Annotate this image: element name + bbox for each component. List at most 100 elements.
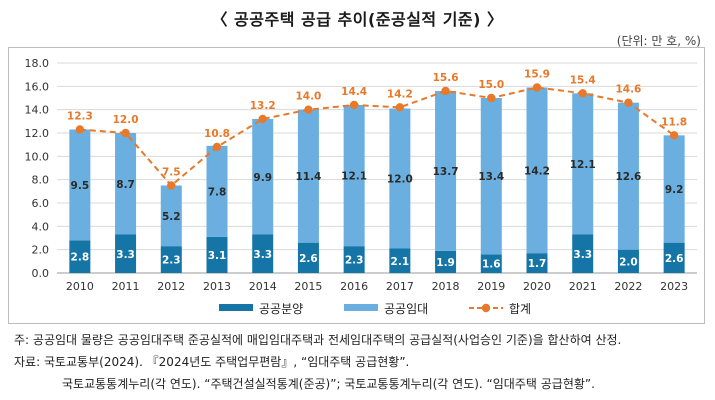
total-point xyxy=(441,86,450,96)
bar-public-sale xyxy=(389,248,411,273)
label-public-rental: 9.9 xyxy=(253,172,272,184)
bar-public-rental xyxy=(389,108,411,249)
legend-swatch xyxy=(219,304,253,311)
label-public-rental: 12.6 xyxy=(615,171,641,183)
y-axis: 0.0 2.0 4.0 6.0 8.0 10.0 12.0 14.0 16.0 18.0 xyxy=(25,57,50,280)
bar-public-rental xyxy=(297,109,319,243)
bar-public-sale xyxy=(435,250,457,273)
y-tick-label: 0.0 xyxy=(32,267,50,280)
label-public-sale: 3.3 xyxy=(573,249,592,261)
label-total: 14.6 xyxy=(615,84,641,96)
note-line: 주: 공공임대 물량은 공공임대주택 준공실적에 매입임대주택과 전세임대주택의… xyxy=(14,333,622,347)
source-line: 자료: 국토교통부(2024). 『2024년도 주택업무편람』, “임대주택 … xyxy=(14,355,410,369)
chart-title: 〈 공공주택 공급 추이(준공실적 기준) 〉 xyxy=(211,10,504,29)
total-point xyxy=(258,114,267,124)
label-total: 12.3 xyxy=(67,111,93,123)
legend-label: 공공분양 xyxy=(259,302,303,316)
label-total: 15.4 xyxy=(570,74,596,86)
total-point xyxy=(75,125,85,134)
x-tick-label: 2020 xyxy=(523,280,551,293)
total-point xyxy=(212,142,222,152)
label-public-sale: 2.3 xyxy=(345,255,364,267)
gridlines xyxy=(57,62,697,274)
label-public-sale: 3.3 xyxy=(253,249,272,261)
label-public-sale: 1.6 xyxy=(482,259,501,271)
label-public-rental: 12.0 xyxy=(387,174,413,186)
y-tick-label: 2.0 xyxy=(32,244,50,257)
label-public-sale: 1.9 xyxy=(436,257,455,269)
label-total: 15.9 xyxy=(524,69,550,81)
label-public-sale: 3.3 xyxy=(116,249,135,261)
x-tick-label: 2017 xyxy=(386,280,414,293)
label-public-rental: 13.7 xyxy=(433,166,459,178)
total-point xyxy=(395,103,405,112)
label-total: 15.6 xyxy=(433,72,459,84)
bar-public-rental xyxy=(343,105,365,247)
x-tick-label: 2018 xyxy=(432,280,460,293)
bar-public-rental xyxy=(435,91,457,251)
label-total: 14.2 xyxy=(387,88,413,100)
y-tick-label: 16.0 xyxy=(25,80,50,93)
legend-public-rental: 공공임대 xyxy=(344,302,428,316)
bar-public-rental xyxy=(526,87,548,254)
bar-public-sale xyxy=(663,242,685,273)
unit-label: (단위: 만 호, %) xyxy=(616,34,701,48)
y-tick-label: 8.0 xyxy=(32,174,50,187)
label-public-rental: 12.1 xyxy=(570,159,596,171)
label-public-rental: 12.1 xyxy=(341,171,367,183)
label-public-rental: 9.5 xyxy=(71,180,90,192)
x-tick-label: 2011 xyxy=(112,280,140,293)
bar-public-sale xyxy=(69,240,91,273)
x-tick-label: 2019 xyxy=(477,280,505,293)
bar-public-sale xyxy=(297,242,319,273)
x-tick-label: 2015 xyxy=(294,280,322,293)
bar-public-rental xyxy=(115,133,137,235)
y-tick-label: 10.0 xyxy=(25,150,50,163)
x-tick-label: 2022 xyxy=(614,280,642,293)
label-total: 11.8 xyxy=(661,116,687,128)
total-point xyxy=(349,100,359,110)
label-public-rental: 14.2 xyxy=(524,165,550,177)
legend: 공공분양 공공임대 합계 xyxy=(219,302,531,316)
total-point xyxy=(532,83,542,92)
bar-public-rental xyxy=(206,145,228,237)
label-public-sale: 3.1 xyxy=(208,250,227,262)
chart-area: 0.0 2.0 4.0 6.0 8.0 10.0 12.0 14.0 16.0 18.0 2.8 9… xyxy=(8,47,705,324)
total-point xyxy=(578,89,587,98)
bar-public-rental xyxy=(252,119,274,235)
bar-public-rental xyxy=(572,93,594,235)
total-point xyxy=(487,93,496,103)
y-tick-label: 6.0 xyxy=(32,197,50,210)
y-tick-label: 4.0 xyxy=(32,220,50,233)
x-tick-label: 2021 xyxy=(569,280,597,293)
x-tick-label: 2023 xyxy=(660,280,688,293)
x-tick-label: 2016 xyxy=(340,280,368,293)
label-public-rental: 8.7 xyxy=(116,179,135,191)
bar-public-sale xyxy=(343,246,365,273)
label-public-sale: 2.1 xyxy=(391,256,410,268)
y-tick-label: 18.0 xyxy=(25,57,50,70)
bar-public-sale xyxy=(526,253,548,273)
bar-public-sale xyxy=(480,254,502,273)
total-point xyxy=(669,131,679,140)
total-line-path xyxy=(79,86,675,187)
legend-label: 합계 xyxy=(509,302,531,316)
bar-public-sale xyxy=(572,234,594,273)
label-total: 14.4 xyxy=(341,86,367,98)
total-point xyxy=(624,98,633,107)
label-public-sale: 2.3 xyxy=(162,255,181,267)
legend-label: 공공임대 xyxy=(384,302,428,316)
label-total: 10.8 xyxy=(204,128,230,140)
total-point xyxy=(304,105,313,114)
label-public-rental: 5.2 xyxy=(162,211,181,223)
label-total: 7.5 xyxy=(162,167,181,179)
legend-swatch-marker xyxy=(481,303,491,313)
bar-public-rental xyxy=(617,102,639,250)
label-public-sale: 2.8 xyxy=(71,252,90,264)
y-tick-label: 14.0 xyxy=(25,104,50,117)
bar-public-rental xyxy=(69,129,91,241)
label-total: 13.2 xyxy=(250,100,276,112)
y-tick-label: 12.0 xyxy=(25,127,50,140)
total-point xyxy=(167,181,176,190)
legend-swatch xyxy=(344,304,378,311)
